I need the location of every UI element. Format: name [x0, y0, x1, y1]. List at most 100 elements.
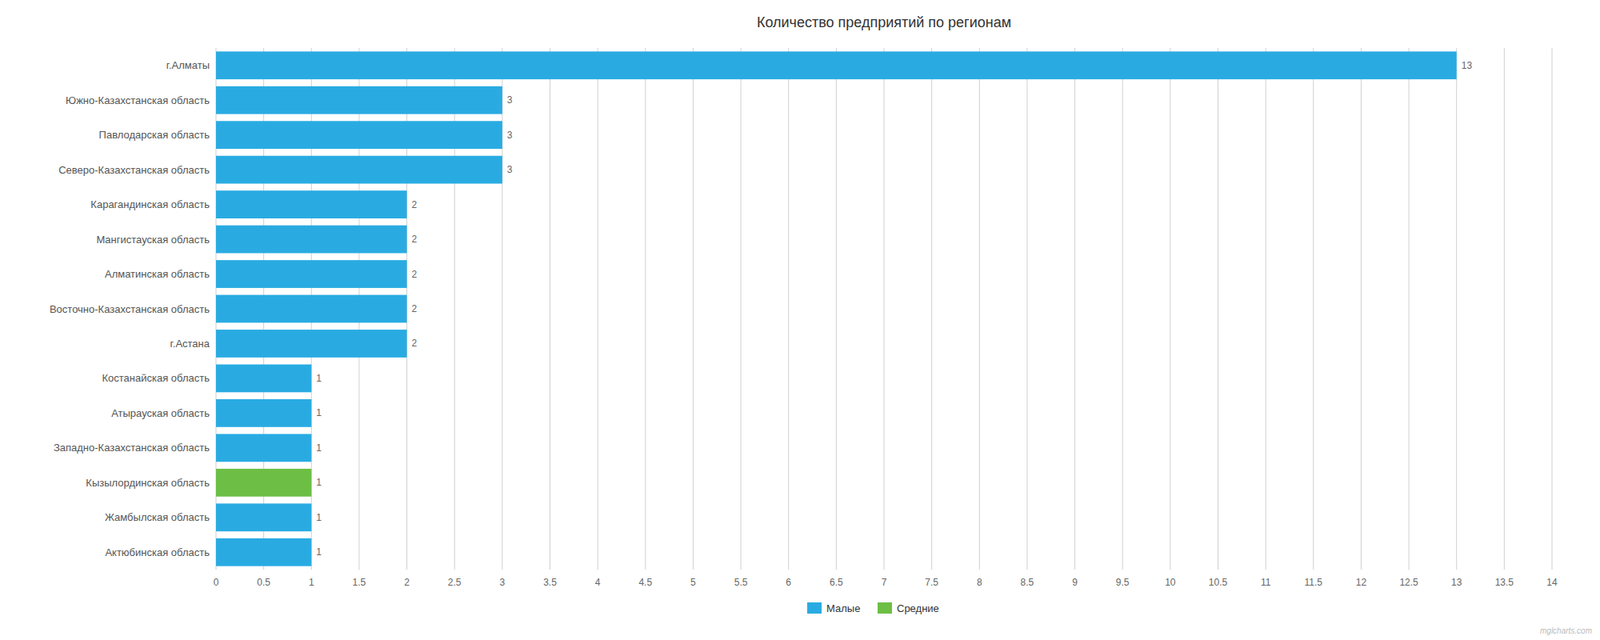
y-tick-label: Южно-Казахстанская область — [65, 94, 210, 107]
y-tick-label: Восточно-Казахстанская область — [49, 303, 210, 316]
grid-line — [1360, 48, 1362, 570]
x-tick-label: 12 — [1356, 576, 1368, 588]
x-tick-label: 11.5 — [1304, 576, 1324, 588]
y-tick-label: Актюбинская область — [104, 546, 210, 559]
title: Количество предприятий по регионам — [756, 14, 1012, 31]
grid-line — [1074, 48, 1076, 570]
x-tick-label: 8.5 — [1020, 576, 1035, 588]
grid — [216, 48, 1552, 570]
data-labels: 1333322222111111 — [316, 60, 1472, 559]
grid-line — [692, 48, 694, 570]
legend: Малые Средние — [807, 602, 940, 615]
x-tick-label: 7 — [881, 576, 888, 588]
y-tick-label: Павлодарская область — [99, 128, 211, 141]
data-label: 3 — [507, 164, 513, 176]
y-tick-label: Кызылординская область — [85, 476, 210, 489]
data-label: 1 — [316, 442, 322, 454]
legend-swatch — [807, 602, 822, 614]
grid-line — [836, 48, 837, 570]
legend-swatch — [877, 602, 892, 614]
data-label: 3 — [507, 129, 513, 141]
x-tick-label: 10.5 — [1208, 576, 1228, 588]
bar — [216, 364, 312, 393]
bar — [216, 225, 408, 254]
data-label: 1 — [316, 476, 322, 488]
grid-line — [1552, 48, 1553, 570]
bar — [216, 190, 408, 219]
grid-line — [1169, 48, 1171, 570]
bar — [216, 399, 312, 428]
x-tick-label: 5 — [690, 576, 696, 588]
data-label: 2 — [412, 199, 418, 211]
bar — [216, 260, 408, 288]
watermark: mglcharts.com — [1540, 626, 1592, 636]
x-tick-label: 0.5 — [256, 576, 271, 588]
x-tick-label: 4.5 — [638, 576, 652, 588]
chart: Количество предприятий по регионам00.511… — [0, 0, 1600, 640]
y-tick-label: Северо-Казахстанская область — [58, 164, 210, 176]
x-tick-label: 4 — [595, 576, 601, 588]
grid-line — [597, 48, 599, 570]
grid-line — [788, 48, 789, 570]
grid-line — [1408, 48, 1410, 570]
bar — [216, 51, 1457, 80]
y-tick-label: Костанайская область — [101, 372, 210, 384]
grid-line — [1122, 48, 1124, 570]
legend-label: Малые — [826, 602, 860, 615]
y-tick-label: г.Алматы — [166, 59, 210, 72]
x-tick-label: 14 — [1546, 576, 1558, 588]
grid-line — [644, 48, 646, 570]
y-tick-label: Алматинская область — [104, 268, 210, 280]
y-tick-label: Атырауская область — [111, 407, 210, 420]
bar — [216, 538, 312, 567]
bar — [216, 503, 312, 532]
y-tick-label: Карагандинская область — [90, 198, 210, 211]
data-label: 1 — [316, 407, 322, 419]
x-tick-label: 12.5 — [1399, 576, 1419, 588]
bars — [216, 51, 1457, 566]
grid-line — [1504, 48, 1505, 570]
y-tick-label: г.Астана — [170, 337, 211, 350]
x-tick-label: 3 — [500, 576, 506, 588]
data-label: 13 — [1461, 60, 1473, 72]
data-label: 2 — [412, 233, 418, 245]
x-tick-label: 7.5 — [924, 576, 939, 588]
y-tick-label: Западно-Казахстанская область — [53, 441, 210, 454]
x-tick-label: 6 — [785, 576, 792, 588]
data-label: 1 — [316, 512, 322, 524]
x-tick-label: 5.5 — [734, 576, 748, 588]
data-label: 1 — [316, 546, 322, 558]
x-tick-label: 1 — [308, 576, 315, 588]
y-tick-label: Мангистауская область — [96, 233, 210, 246]
grid-line — [1265, 48, 1267, 570]
data-label: 1 — [316, 372, 322, 384]
legend-label: Средние — [896, 602, 940, 615]
bar — [216, 329, 408, 358]
bar — [216, 468, 312, 497]
data-label: 2 — [412, 337, 418, 349]
x-tick-label: 13.5 — [1495, 576, 1515, 588]
bar — [216, 295, 408, 324]
grid-line — [1217, 48, 1219, 570]
bar — [216, 156, 503, 184]
x-tick-label: 2.5 — [448, 576, 462, 588]
x-tick-label: 9 — [1072, 576, 1078, 588]
data-label: 2 — [412, 303, 418, 315]
y-tick-label: Жамбылская область — [104, 511, 210, 524]
grid-line — [549, 48, 551, 570]
bar — [216, 433, 312, 462]
x-tick-label: 0 — [213, 576, 220, 588]
grid-line — [1026, 48, 1028, 570]
x-tick-label: 6.5 — [829, 576, 844, 588]
x-tick-label: 11 — [1260, 576, 1272, 588]
grid-line — [931, 48, 932, 570]
x-tick-label: 2 — [404, 576, 410, 588]
x-tick-label: 13 — [1451, 576, 1463, 588]
grid-line — [1312, 48, 1314, 570]
grid-line — [979, 48, 980, 570]
grid-line — [884, 48, 885, 570]
x-tick-label: 8 — [976, 576, 983, 588]
x-tick-label: 9.5 — [1116, 576, 1130, 588]
bar — [216, 120, 503, 149]
data-label: 2 — [412, 268, 418, 280]
